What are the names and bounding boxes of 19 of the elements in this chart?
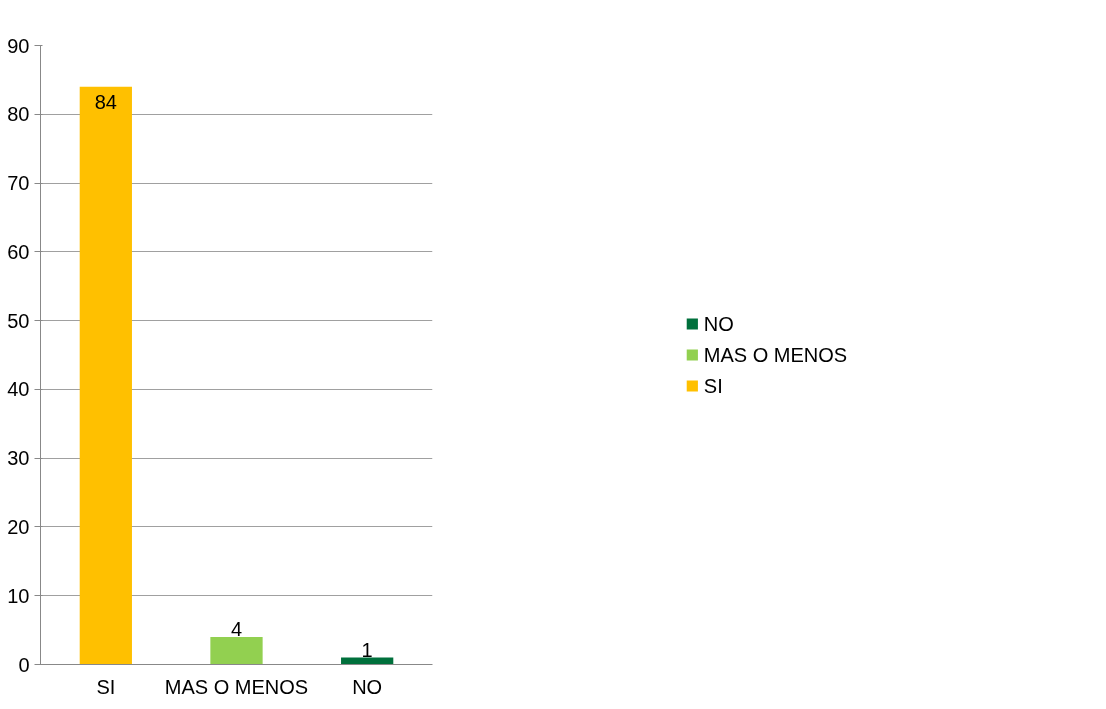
legend-label: SI xyxy=(703,374,724,397)
data-label: 1 xyxy=(361,638,373,661)
y-tick-label: 20 xyxy=(7,515,30,538)
data-label: 84 xyxy=(94,90,117,113)
y-tick-label: 0 xyxy=(18,653,30,676)
legend-label: MAS O MENOS xyxy=(703,343,848,366)
x-tick-label: SI xyxy=(96,675,116,698)
x-tick-label: NO xyxy=(352,675,383,698)
y-tick-label: 90 xyxy=(7,34,30,57)
x-tick-label: MAS O MENOS xyxy=(164,675,309,698)
y-tick-label: 60 xyxy=(7,240,30,263)
y-tick-label: 80 xyxy=(7,103,30,126)
y-tick-label: 40 xyxy=(7,378,30,401)
data-label: 4 xyxy=(230,617,243,640)
y-tick-label: 10 xyxy=(7,584,30,607)
y-tick-label: 70 xyxy=(7,172,30,195)
y-tick-label: 30 xyxy=(7,447,30,470)
legend-label: NO xyxy=(703,312,734,335)
y-tick-label: 50 xyxy=(7,309,30,332)
